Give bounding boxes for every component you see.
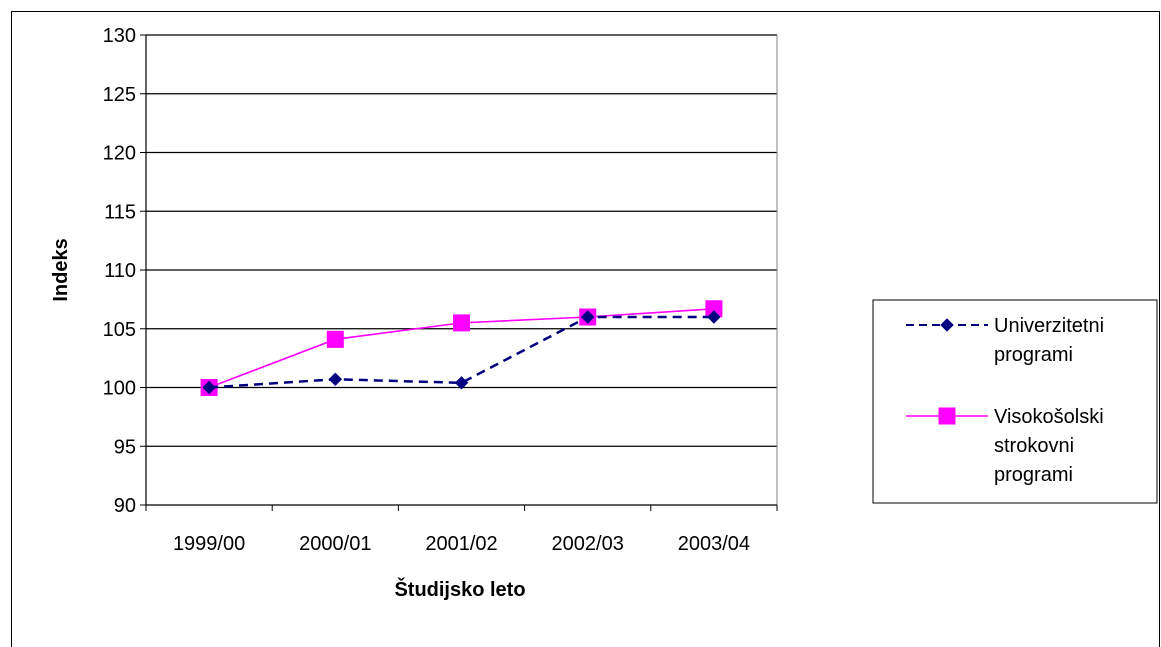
y-tick-labels: 90 95 100 105 110 115 120 125 130	[103, 25, 136, 517]
y-tick-label: 120	[103, 143, 136, 165]
legend-label: Univerzitetni	[994, 315, 1104, 337]
y-tick-label: 130	[103, 25, 136, 47]
legend-marker	[940, 318, 954, 332]
legend-marker	[938, 407, 956, 425]
data-point	[707, 310, 721, 324]
x-tick-label: 2003/04	[678, 533, 750, 555]
y-tick-label: 105	[103, 319, 136, 341]
legend-label: programi	[994, 344, 1073, 366]
y-tick-label: 100	[103, 378, 136, 400]
series-lines	[200, 300, 723, 396]
y-tick-label: 115	[104, 201, 136, 223]
x-tick-label: 1999/00	[173, 533, 245, 555]
legend-box	[872, 299, 1158, 504]
data-point	[454, 376, 469, 390]
y-tick-label: 125	[103, 84, 136, 106]
data-point	[326, 330, 344, 348]
gridlines	[146, 34, 777, 447]
data-point	[328, 372, 343, 386]
x-axis-label: Študijsko leto	[394, 577, 525, 601]
y-tick-label: 110	[104, 260, 136, 282]
y-axis-label: Indeks	[50, 238, 72, 301]
data-point	[580, 310, 595, 324]
legend: Univerzitetni programi Visokošolski strokov…	[872, 299, 1158, 504]
legend-label: Visokošolski	[994, 406, 1104, 428]
data-point	[202, 380, 216, 395]
x-tick-label: 2001/02	[425, 533, 497, 555]
series-line	[209, 315, 714, 389]
chart-frame	[11, 11, 1160, 647]
y-tick-label: 95	[114, 436, 136, 458]
x-tick-label: 2000/01	[299, 533, 371, 555]
legend-label: strokovni	[994, 435, 1074, 457]
axes	[140, 34, 778, 511]
x-tick-label: 2002/03	[552, 533, 624, 555]
legend-label: programi	[994, 464, 1073, 486]
y-tick-label: 90	[114, 495, 136, 517]
x-tick-labels: 1999/00 2000/01 2001/02 2002/03 2003/04	[173, 533, 750, 555]
data-point	[453, 314, 470, 332]
